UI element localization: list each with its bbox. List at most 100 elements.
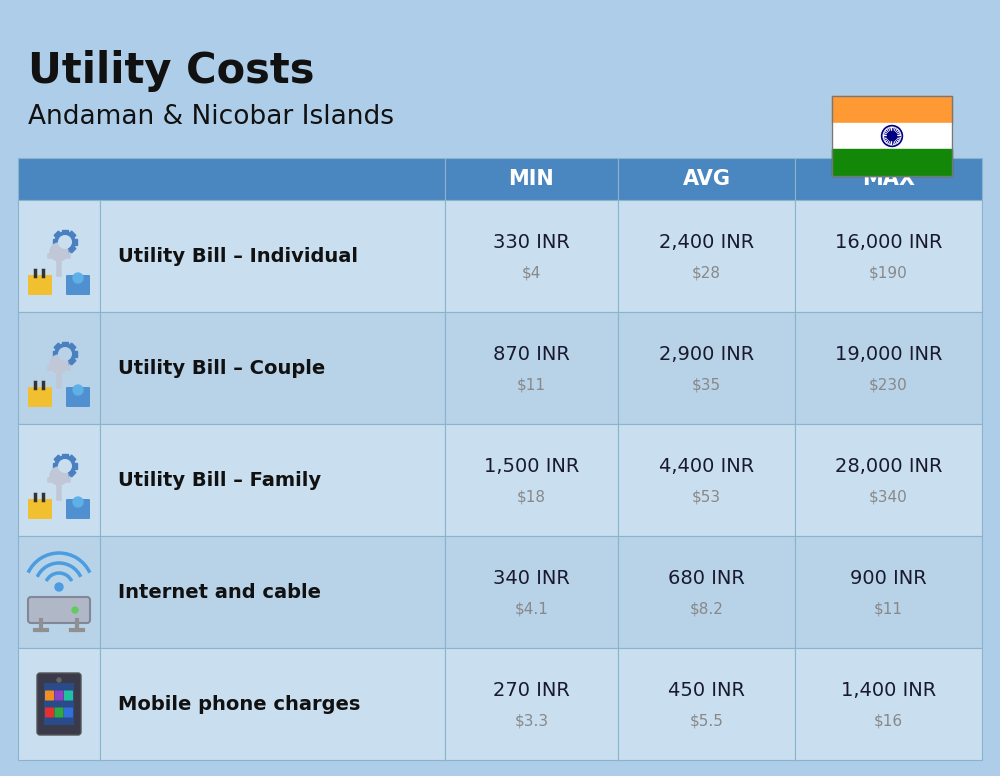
- Text: 28,000 INR: 28,000 INR: [835, 458, 942, 476]
- Circle shape: [50, 467, 68, 485]
- Bar: [18, 536, 100, 648]
- Bar: [618, 200, 795, 312]
- Text: $8.2: $8.2: [690, 601, 723, 616]
- FancyBboxPatch shape: [64, 708, 73, 718]
- Bar: [62, 248, 68, 255]
- Text: 1,400 INR: 1,400 INR: [841, 681, 936, 701]
- Text: 340 INR: 340 INR: [493, 570, 570, 588]
- Text: AVG: AVG: [682, 169, 730, 189]
- Text: Utility Bill – Individual: Utility Bill – Individual: [118, 247, 358, 265]
- Bar: [62, 230, 68, 236]
- FancyBboxPatch shape: [28, 387, 52, 407]
- FancyBboxPatch shape: [28, 597, 90, 623]
- Bar: [18, 424, 100, 536]
- Bar: [53, 463, 59, 469]
- Text: 870 INR: 870 INR: [493, 345, 570, 365]
- Bar: [67, 456, 76, 463]
- Text: $230: $230: [869, 377, 908, 393]
- Bar: [795, 158, 982, 200]
- Circle shape: [888, 131, 896, 140]
- Bar: [62, 473, 68, 478]
- Circle shape: [59, 236, 71, 248]
- Bar: [44, 683, 74, 725]
- Text: $4.1: $4.1: [515, 601, 548, 616]
- Bar: [62, 454, 68, 459]
- Bar: [445, 536, 618, 648]
- Circle shape: [55, 344, 75, 364]
- Bar: [67, 231, 76, 240]
- Text: 450 INR: 450 INR: [668, 681, 745, 701]
- Bar: [618, 424, 795, 536]
- Text: $5.5: $5.5: [690, 713, 723, 729]
- Text: 270 INR: 270 INR: [493, 681, 570, 701]
- Bar: [832, 96, 952, 123]
- FancyBboxPatch shape: [66, 387, 90, 407]
- Text: 4,400 INR: 4,400 INR: [659, 458, 754, 476]
- Circle shape: [50, 243, 68, 261]
- Text: 680 INR: 680 INR: [668, 570, 745, 588]
- Bar: [445, 158, 618, 200]
- Bar: [795, 200, 982, 312]
- Text: 19,000 INR: 19,000 INR: [835, 345, 942, 365]
- Text: Internet and cable: Internet and cable: [118, 583, 321, 601]
- Bar: [54, 356, 63, 365]
- Circle shape: [57, 678, 61, 682]
- Bar: [618, 536, 795, 648]
- Bar: [445, 648, 618, 760]
- Bar: [618, 648, 795, 760]
- Text: 2,900 INR: 2,900 INR: [659, 345, 754, 365]
- Text: 16,000 INR: 16,000 INR: [835, 234, 942, 252]
- Bar: [71, 351, 77, 357]
- FancyBboxPatch shape: [45, 691, 54, 701]
- Circle shape: [55, 232, 75, 252]
- FancyBboxPatch shape: [54, 708, 64, 718]
- Bar: [54, 456, 63, 463]
- Text: $11: $11: [874, 601, 903, 616]
- Text: 2,400 INR: 2,400 INR: [659, 234, 754, 252]
- Text: 1,500 INR: 1,500 INR: [484, 458, 579, 476]
- Text: $340: $340: [869, 490, 908, 504]
- FancyBboxPatch shape: [54, 691, 64, 701]
- Text: $53: $53: [692, 490, 721, 504]
- Bar: [18, 648, 100, 760]
- Circle shape: [55, 583, 63, 591]
- Bar: [795, 648, 982, 760]
- FancyBboxPatch shape: [45, 708, 54, 718]
- Bar: [832, 149, 952, 176]
- Bar: [445, 200, 618, 312]
- Bar: [100, 312, 445, 424]
- Circle shape: [882, 126, 902, 147]
- Bar: [795, 424, 982, 536]
- Bar: [100, 424, 445, 536]
- Bar: [54, 244, 63, 253]
- Bar: [18, 158, 445, 200]
- Bar: [71, 239, 77, 245]
- Bar: [18, 312, 100, 424]
- Bar: [67, 469, 76, 477]
- Bar: [67, 244, 76, 253]
- FancyBboxPatch shape: [66, 275, 90, 295]
- Bar: [54, 231, 63, 240]
- Text: 900 INR: 900 INR: [850, 570, 927, 588]
- Text: $11: $11: [517, 377, 546, 393]
- Bar: [67, 343, 76, 352]
- Bar: [618, 312, 795, 424]
- Bar: [832, 96, 952, 176]
- Bar: [62, 360, 68, 366]
- Circle shape: [55, 456, 75, 476]
- FancyBboxPatch shape: [37, 673, 81, 735]
- Text: MAX: MAX: [862, 169, 915, 189]
- Bar: [62, 341, 68, 348]
- Circle shape: [73, 385, 83, 395]
- Text: Andaman & Nicobar Islands: Andaman & Nicobar Islands: [28, 104, 394, 130]
- Text: Utility Bill – Family: Utility Bill – Family: [118, 470, 321, 490]
- FancyBboxPatch shape: [28, 275, 52, 295]
- Bar: [100, 536, 445, 648]
- Bar: [100, 200, 445, 312]
- Text: $16: $16: [874, 713, 903, 729]
- Text: $190: $190: [869, 265, 908, 280]
- Bar: [71, 463, 77, 469]
- Circle shape: [59, 348, 71, 360]
- Bar: [67, 356, 76, 365]
- Text: $4: $4: [522, 265, 541, 280]
